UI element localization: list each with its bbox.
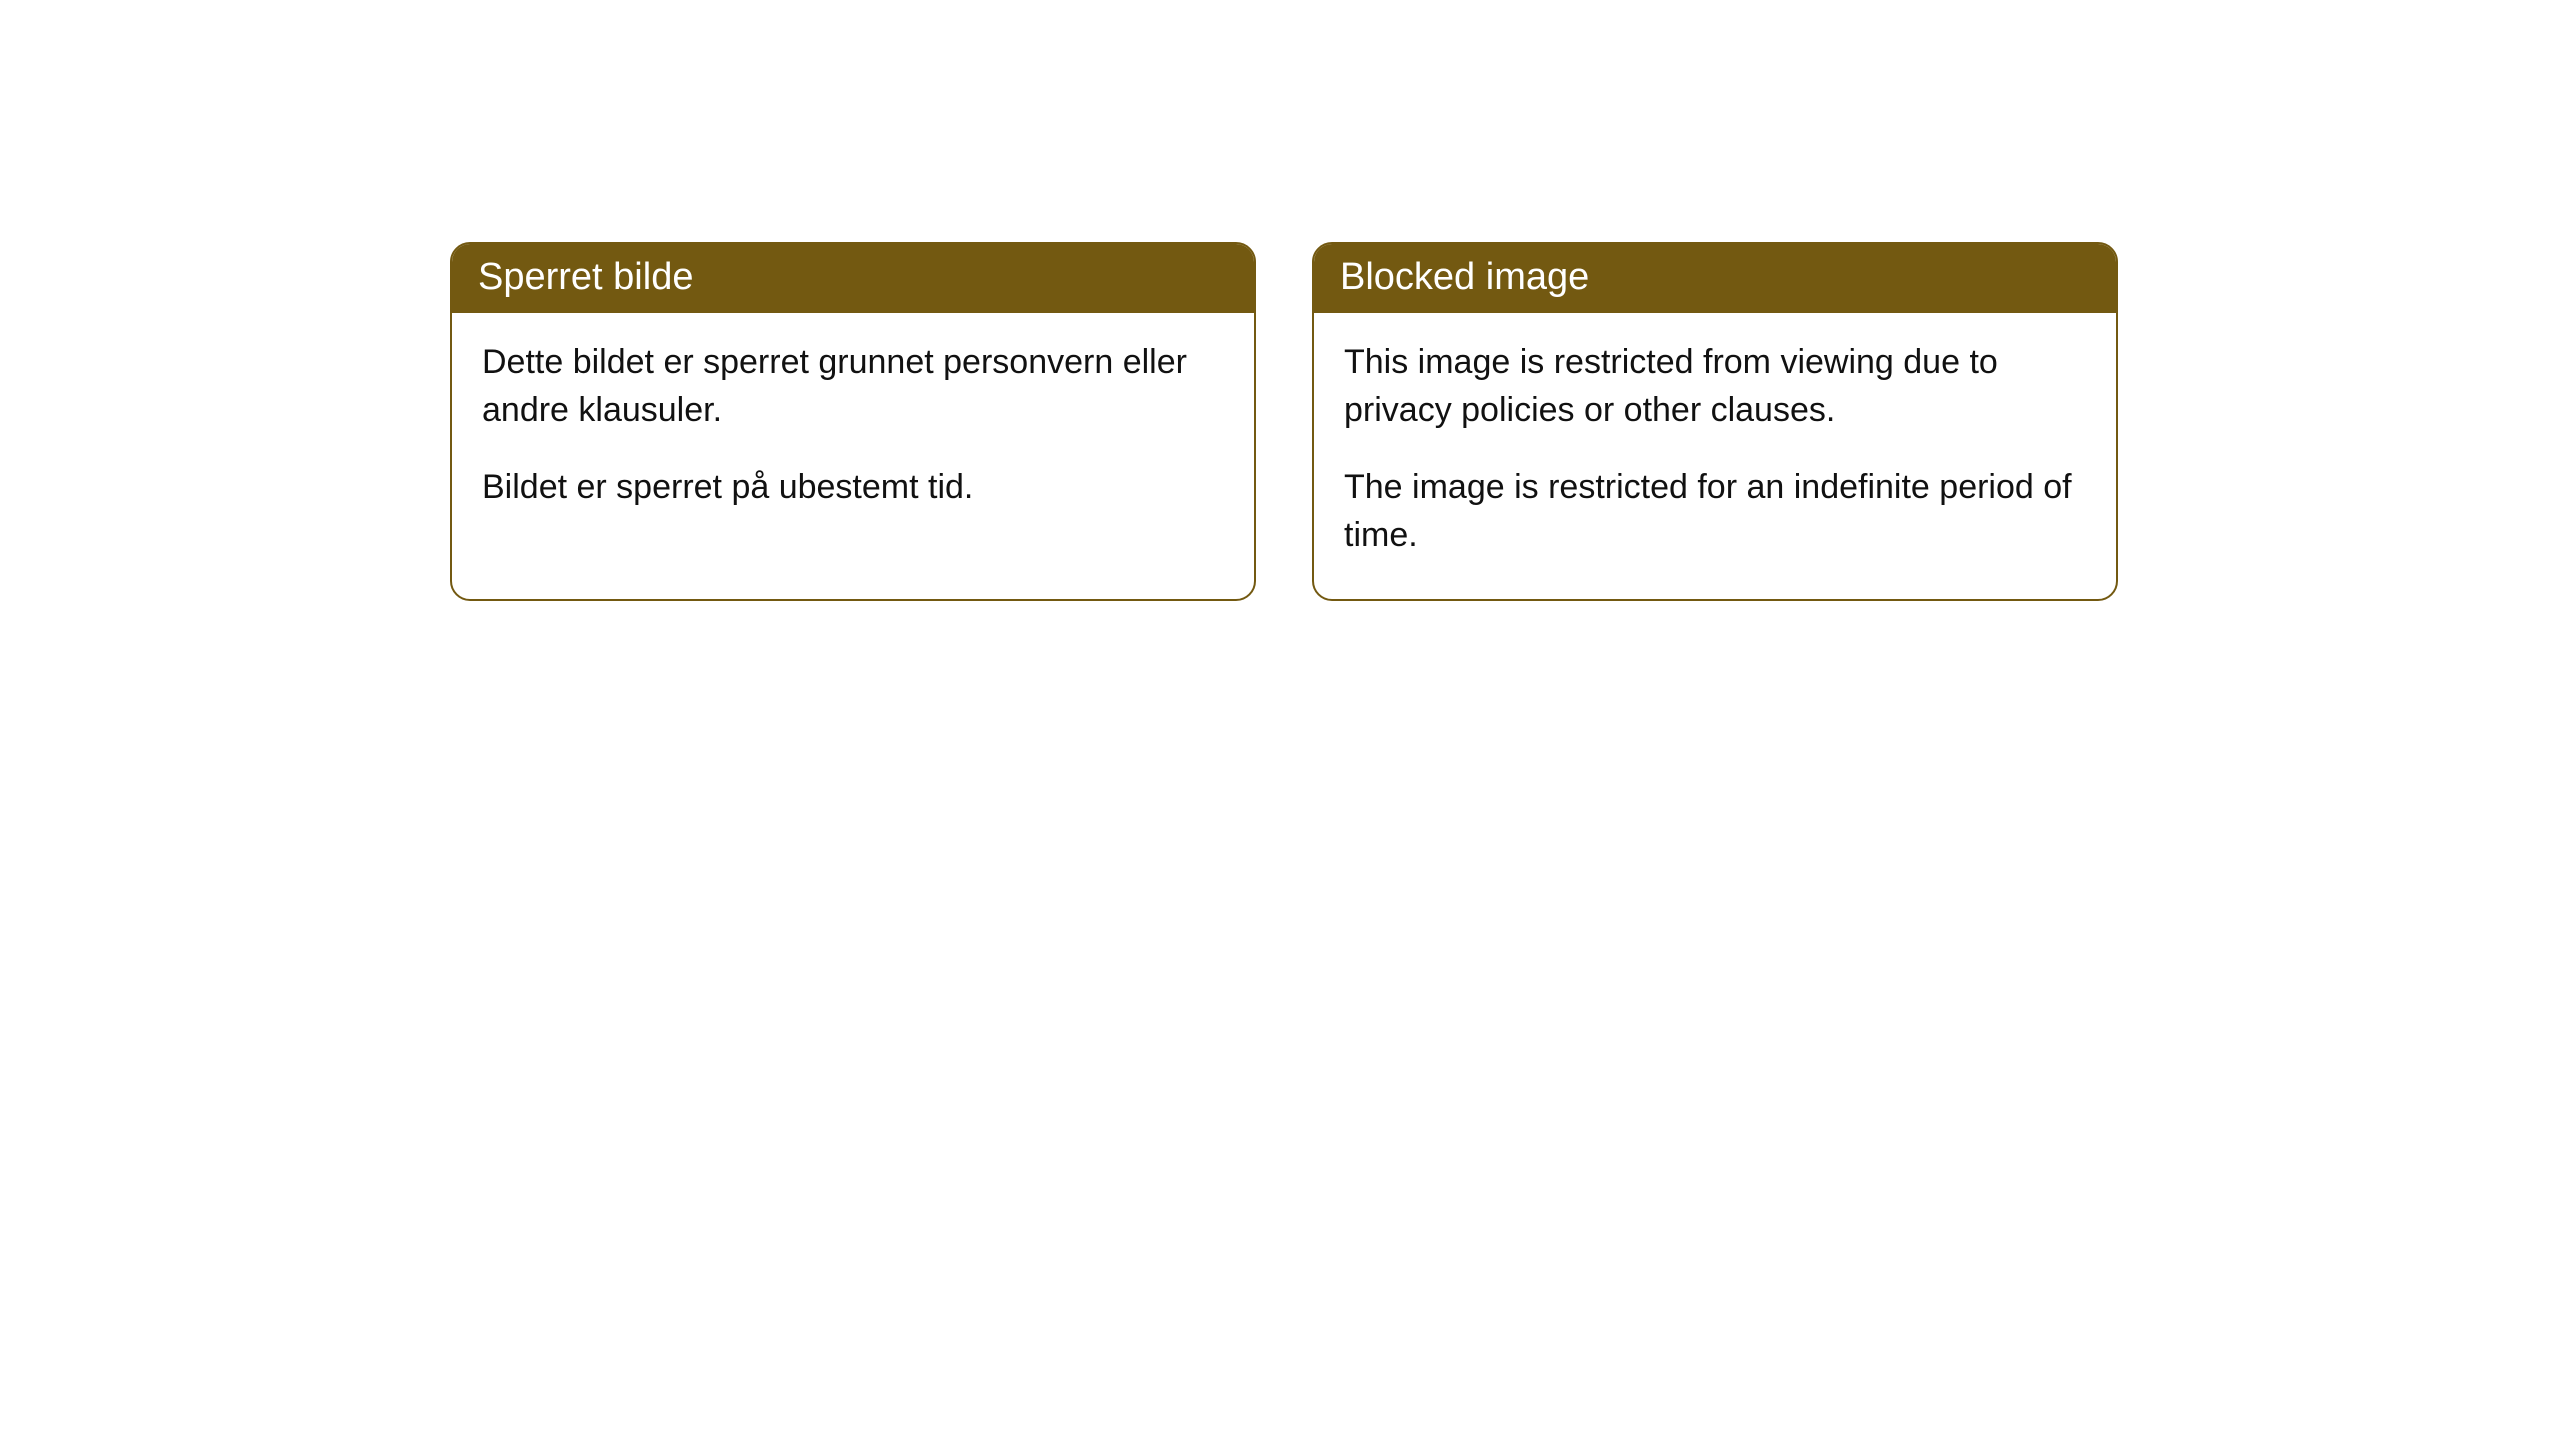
card-paragraph: The image is restricted for an indefinit… (1344, 464, 2086, 559)
card-paragraph: Dette bildet er sperret grunnet personve… (482, 339, 1224, 434)
blocked-image-card-no: Sperret bilde Dette bildet er sperret gr… (450, 242, 1256, 601)
card-body-no: Dette bildet er sperret grunnet personve… (452, 313, 1254, 552)
blocked-image-card-en: Blocked image This image is restricted f… (1312, 242, 2118, 601)
card-header-en: Blocked image (1314, 244, 2116, 313)
card-paragraph: This image is restricted from viewing du… (1344, 339, 2086, 434)
card-header-no: Sperret bilde (452, 244, 1254, 313)
card-title: Sperret bilde (478, 256, 693, 298)
card-paragraph: Bildet er sperret på ubestemt tid. (482, 464, 1224, 512)
card-body-en: This image is restricted from viewing du… (1314, 313, 2116, 599)
blocked-image-cards: Sperret bilde Dette bildet er sperret gr… (450, 242, 2560, 601)
card-title: Blocked image (1340, 256, 1589, 298)
